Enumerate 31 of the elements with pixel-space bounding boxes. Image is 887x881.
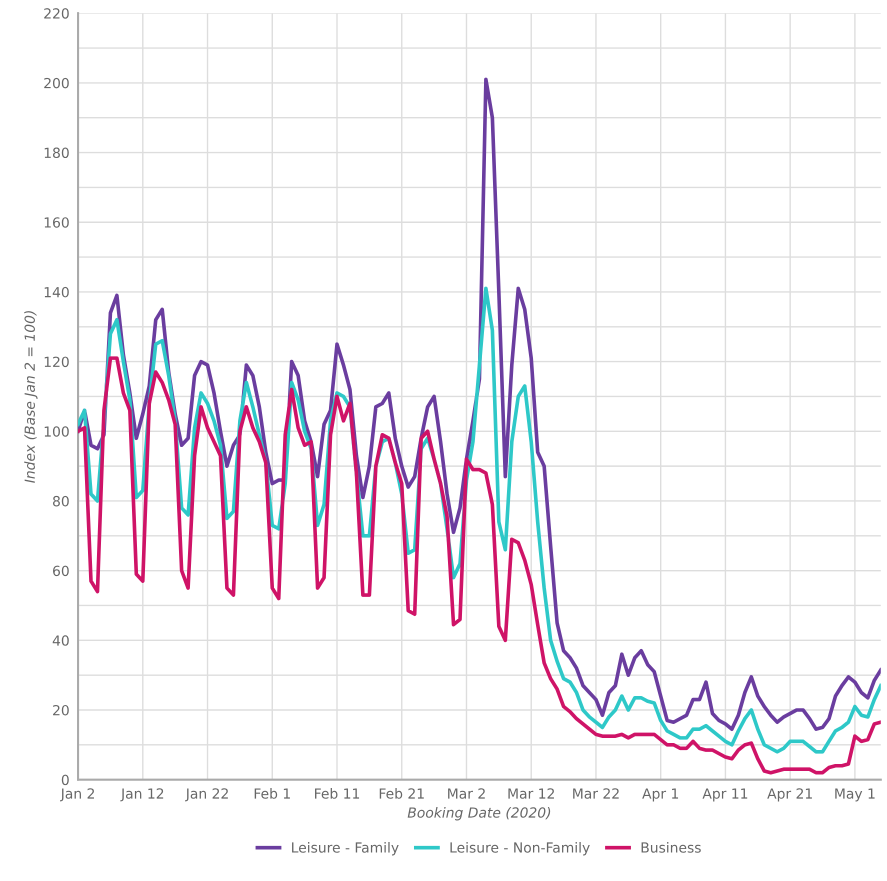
y-tick-label: 180 <box>44 148 69 158</box>
y-tick-label: 100 <box>44 426 69 437</box>
y-axis-title: Index (Base Jan 2 = 100) <box>24 311 38 483</box>
x-tick-label: Mar 12 <box>508 788 554 799</box>
y-tick-label: 0 <box>62 774 69 786</box>
y-tick-label: 20 <box>53 704 69 716</box>
legend-label: Leisure - Non-Family <box>450 842 590 856</box>
x-tick-label: Jan 22 <box>185 788 228 802</box>
y-tick-label: 140 <box>44 286 69 298</box>
x-tick-label: Apr 1 <box>642 788 678 802</box>
x-tick-label: Jan 2 <box>60 788 94 802</box>
y-tick-label: 160 <box>44 217 69 228</box>
y-tick-label: 40 <box>52 635 69 646</box>
legend-label: Leisure - Family <box>292 842 399 856</box>
y-tick-label: 60 <box>53 566 69 576</box>
x-tick-label: Apr 21 <box>767 788 812 802</box>
y-tick-label: 120 <box>44 356 69 368</box>
x-tick-label: May 1 <box>835 788 875 802</box>
line-series <box>78 356 881 775</box>
x-tick-label: Mar 22 <box>573 788 619 799</box>
x-tick-label: Feb 11 <box>315 788 360 799</box>
y-tick-label: 80 <box>52 496 69 506</box>
y-tick-label: 200 <box>44 78 69 88</box>
x-axis-title: Booking Date (2020) <box>408 807 550 820</box>
legend-label: Business <box>642 842 701 853</box>
y-tick-label: 220 <box>44 8 69 19</box>
x-tick-label: Apr 11 <box>702 788 748 802</box>
x-tick-label: Feb 1 <box>254 788 290 799</box>
x-tick-label: Jan 12 <box>120 788 164 802</box>
x-tick-label: Feb 21 <box>380 788 424 799</box>
x-tick-label: Mar 2 <box>448 788 485 799</box>
